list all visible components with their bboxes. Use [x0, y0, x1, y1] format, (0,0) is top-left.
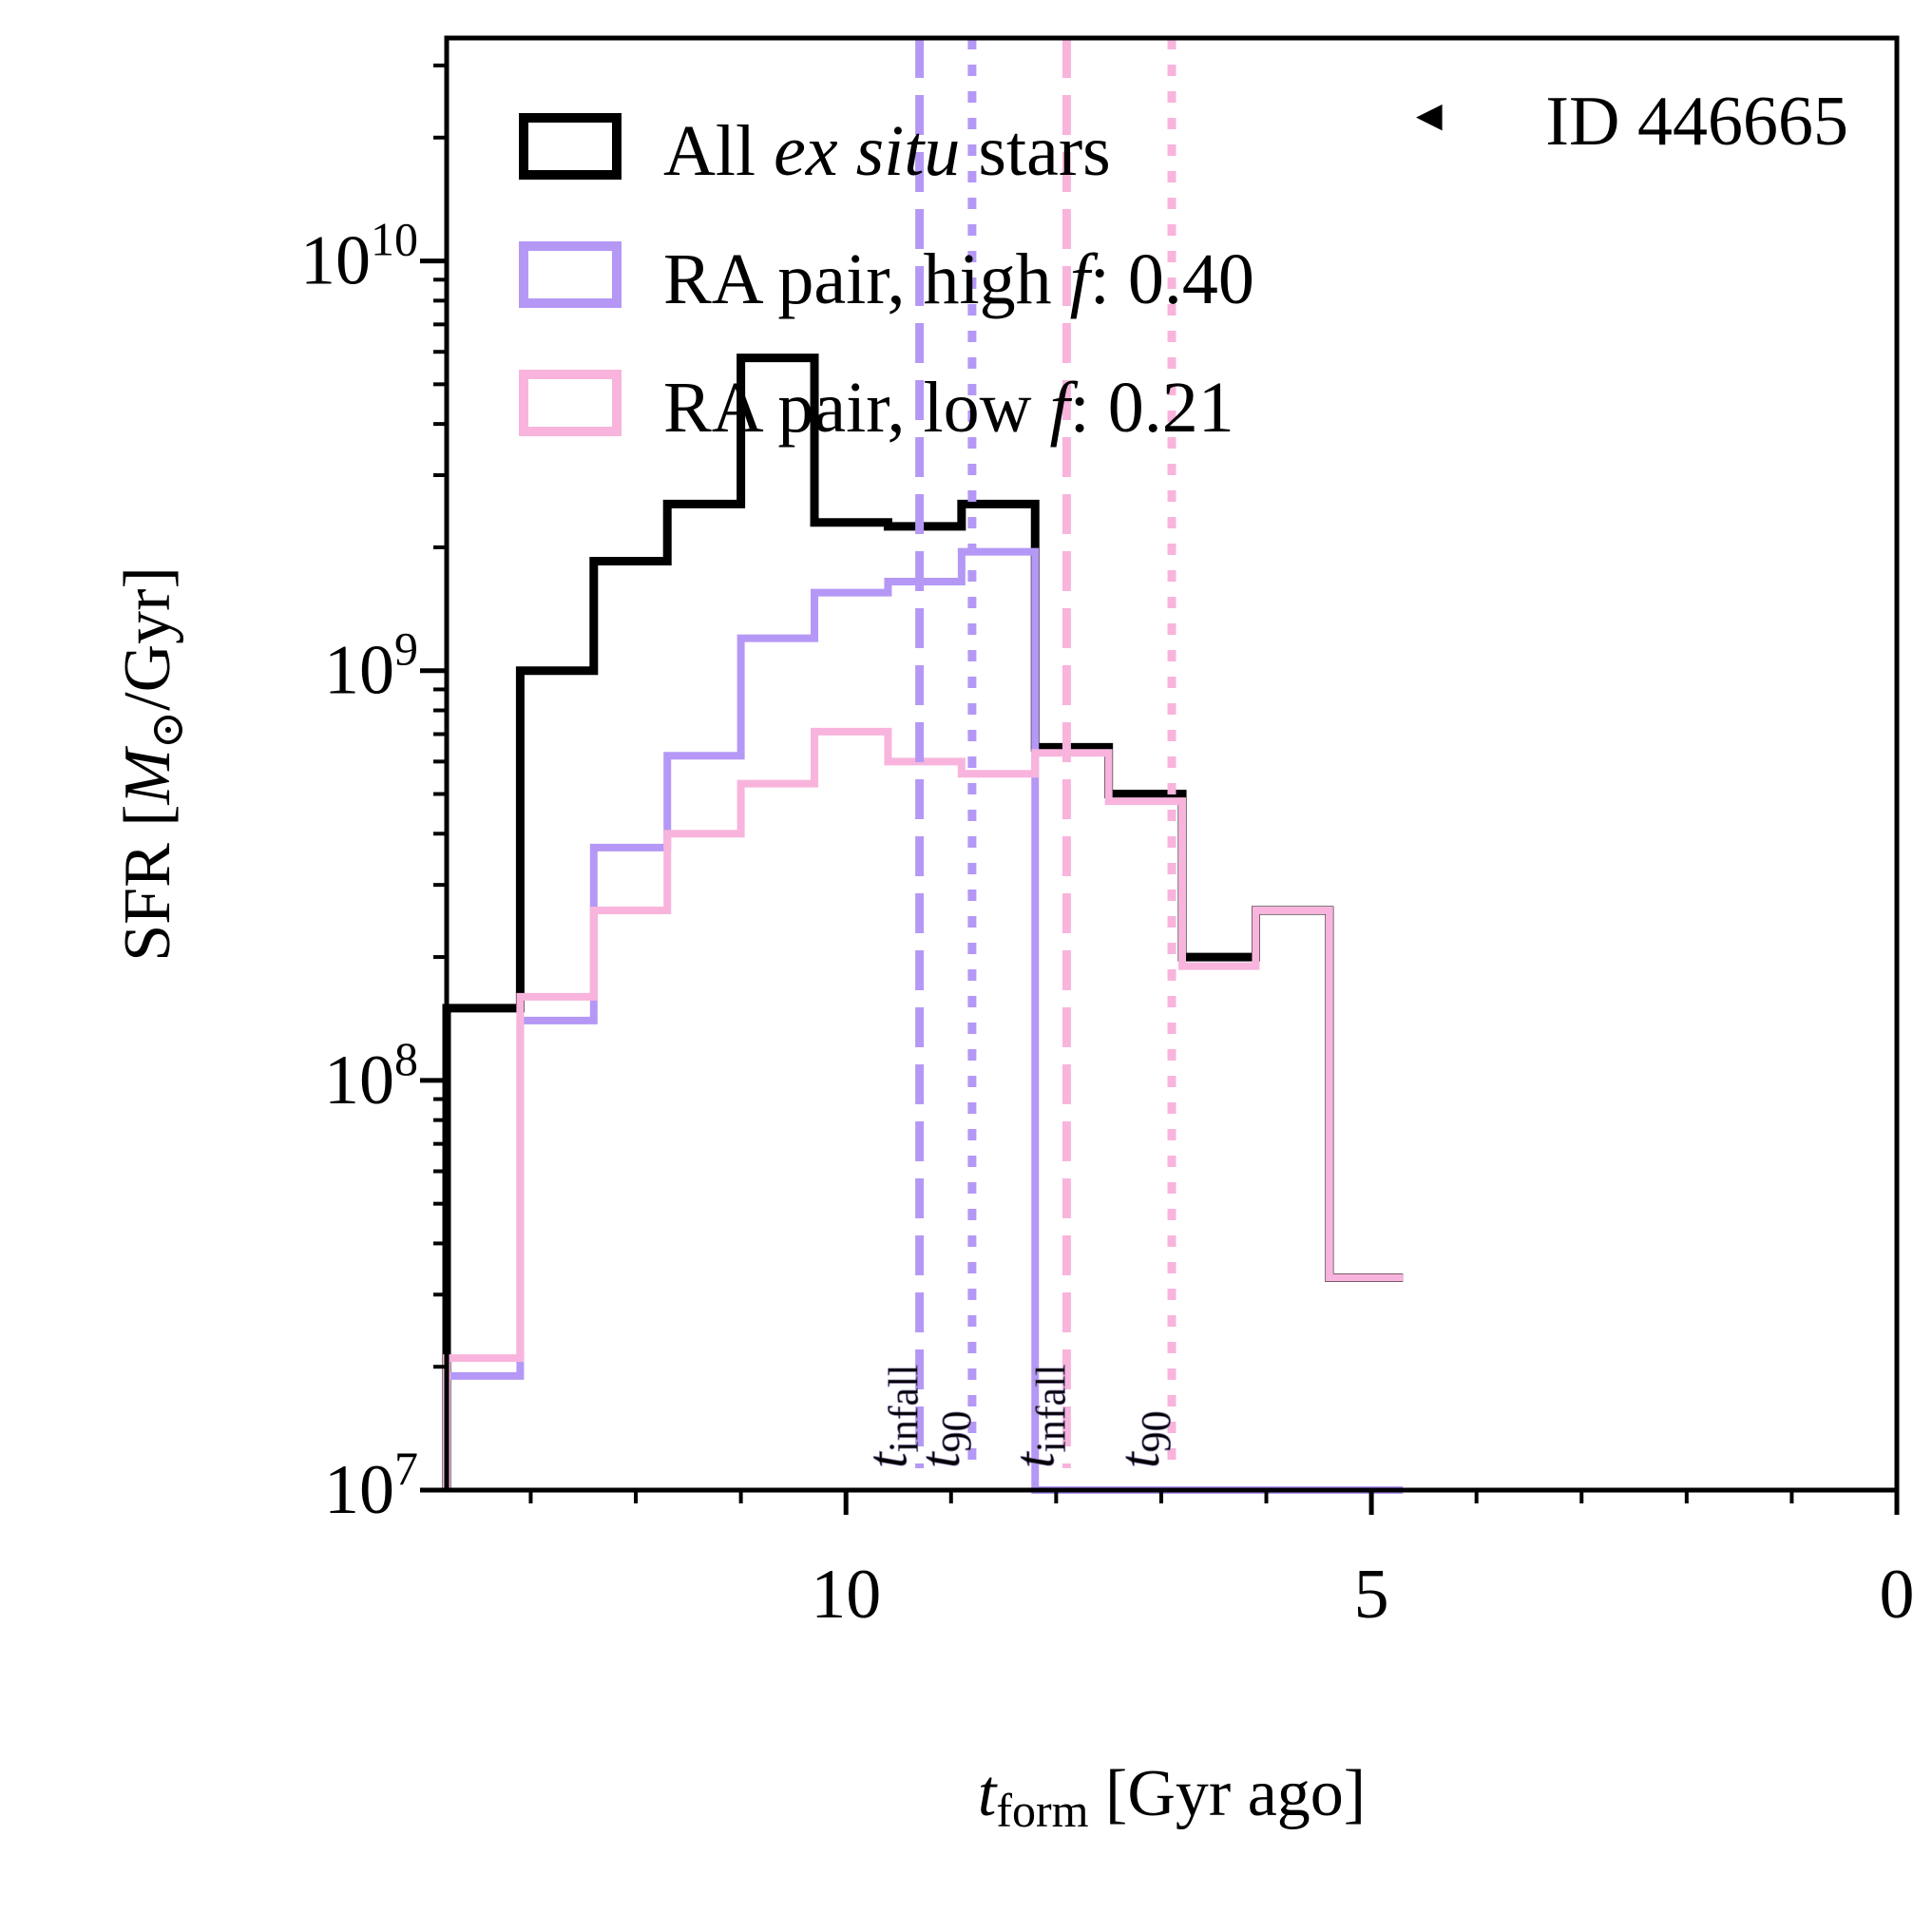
legend-text-before: RA pair, low — [663, 368, 1050, 448]
y-tick-base: 10 — [324, 632, 394, 710]
x-tick-label: 10 — [811, 1556, 881, 1634]
legend-value: 0.21 — [1108, 368, 1234, 448]
y-tick-base: 10 — [324, 1451, 394, 1529]
vline-label-sub-3: 90 — [1133, 1410, 1179, 1452]
series-0-steps — [442, 354, 1404, 1490]
y-tick-label: 109 — [324, 622, 418, 710]
legend-text-after: : — [1070, 368, 1108, 448]
annotation: ◀ ID 446665 — [1416, 83, 1848, 161]
annotation-marker: ◀ — [1416, 96, 1443, 134]
x-tick-label: 0 — [1880, 1556, 1915, 1634]
y-tick-base: 10 — [324, 1042, 394, 1119]
legend-text-before: All — [663, 111, 774, 191]
x-axis-label-main: t — [978, 1757, 998, 1830]
legend-text-before: RA pair, high — [663, 239, 1070, 319]
y-axis-label: SFR [M⊙/Gyr] — [111, 566, 193, 962]
x-axis-label: tform [Gyr ago] — [978, 1757, 1366, 1837]
y-axis-label-prefix: SFR [ — [111, 804, 184, 961]
legend-text-after: stars — [960, 111, 1110, 191]
vline-label-main-2: t — [1003, 1451, 1065, 1468]
vline-label-sub-0: infall — [881, 1364, 928, 1452]
y-axis-label-sub: ⊙ — [143, 711, 193, 749]
y-axis-label-symbol: M — [111, 745, 184, 805]
y-tick-exp: 9 — [394, 622, 418, 676]
vline-label-sub-1: 90 — [933, 1410, 980, 1452]
annotation-label: ID 446665 — [1545, 83, 1848, 161]
x-axis-label-rest: [Gyr ago] — [1089, 1757, 1367, 1830]
x-axis-label-sub: form — [996, 1784, 1088, 1837]
y-tick-label: 1010 — [300, 213, 418, 300]
y-tick-base: 10 — [300, 222, 371, 300]
legend-swatch-1 — [519, 241, 622, 308]
plot-frame — [444, 35, 1900, 1493]
legend-label-1: RA pair, high f: 0.40 — [663, 239, 1254, 319]
legend-text-after: : — [1090, 239, 1128, 319]
y-tick-label: 108 — [324, 1032, 418, 1119]
legend-swatch-0 — [519, 113, 622, 180]
legend-label-2: RA pair, low f: 0.21 — [663, 368, 1234, 448]
y-tick-exp: 7 — [394, 1442, 418, 1495]
y-tick-exp: 8 — [394, 1032, 418, 1085]
vline-label-2: tinfall — [1003, 1364, 1074, 1468]
y-tick-exp: 10 — [371, 213, 418, 266]
legend-text-italic: ex situ — [774, 111, 960, 191]
vline-label-main-0: t — [856, 1451, 919, 1468]
vline-label-1: t90 — [909, 1410, 980, 1468]
vline-label-sub-2: infall — [1027, 1364, 1074, 1452]
legend-swatch-2 — [519, 370, 622, 436]
y-tick-label: 107 — [324, 1442, 418, 1529]
series-2-steps — [443, 727, 1404, 1490]
vline-label-main-3: t — [1108, 1451, 1171, 1468]
series-1-steps — [443, 547, 1404, 1494]
legend-label-0: All ex situ stars — [663, 111, 1111, 191]
y-axis-label-suffix: /Gyr] — [111, 566, 184, 711]
vline-label-main-1: t — [909, 1451, 971, 1468]
series-layer — [442, 354, 1404, 1494]
vertical-lines-layer — [915, 38, 1176, 1468]
vline-label-0: tinfall — [856, 1364, 928, 1468]
legend-value: 0.40 — [1128, 239, 1254, 319]
x-tick-label: 5 — [1354, 1556, 1389, 1634]
vline-label-3: t90 — [1108, 1410, 1179, 1468]
